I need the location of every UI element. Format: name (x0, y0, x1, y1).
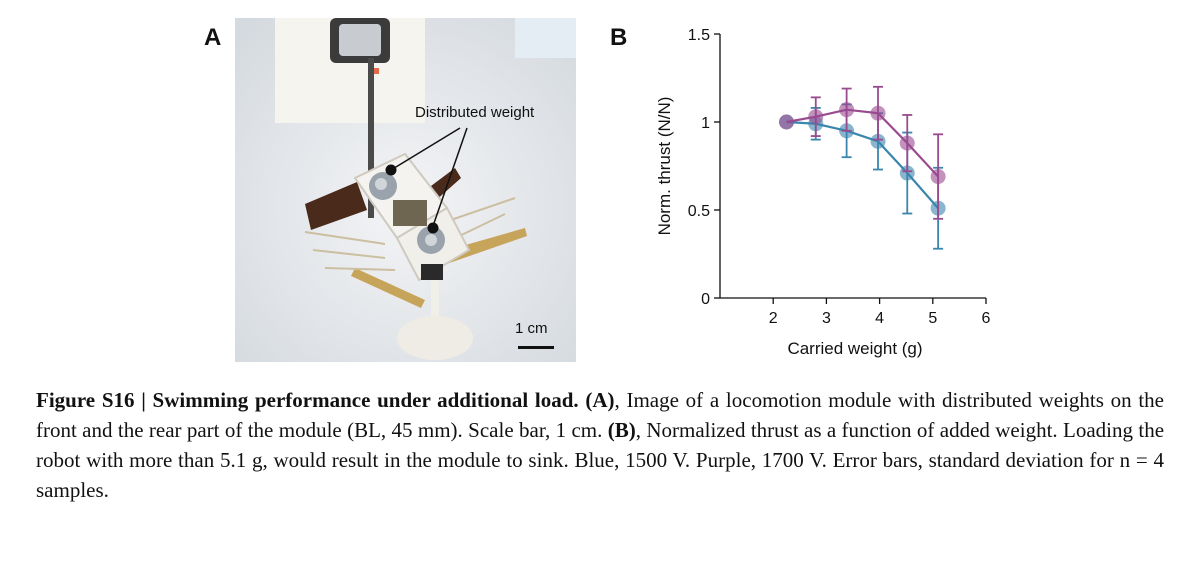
series-1-point (870, 133, 886, 149)
x-tick-label: 3 (822, 310, 831, 327)
figure-caption: Figure S16 | Swimming performance under … (36, 385, 1164, 505)
series-2-point (779, 114, 794, 130)
series-2-point (899, 135, 915, 151)
y-tick-label: 0.5 (688, 203, 710, 220)
caption-b-text: , Normalized thrust as a function of add… (36, 418, 1165, 502)
series-2-point (930, 169, 946, 185)
caption-a-tag: (A) (585, 388, 615, 412)
thrust-chart-svg: 0 0.5 1 1.5 2 3 4 5 6 Carried weight (g) Norm. thr… (655, 27, 991, 358)
x-tick-label: 4 (875, 310, 884, 327)
caption-a-text: , Image of a locomotion module with dist… (36, 388, 1164, 442)
series-2-point (839, 102, 855, 118)
panel-letter-b: B (610, 24, 628, 51)
x-tick-label: 6 (982, 310, 991, 327)
scale-bar-label: 1 cm (515, 320, 548, 337)
series-2-point (870, 105, 886, 121)
x-tick-label: 2 (769, 310, 778, 327)
thrust-chart: 0 0.5 1 1.5 2 3 4 5 6 Carried weight (g) Norm. thr… (640, 18, 1000, 370)
panel-letter-a: A (204, 24, 222, 51)
caption-b-tag: (B) (607, 418, 636, 442)
y-tick-label: 1 (701, 115, 710, 132)
series-2-point (808, 109, 824, 125)
series-1-line (786, 120, 939, 209)
y-axis-label: Norm. thrust (N/N) (655, 97, 674, 236)
y-tick-label: 0 (701, 291, 710, 308)
robot-photo-illustration (235, 18, 576, 362)
series-1-point (899, 165, 915, 181)
y-tick-label: 1.5 (688, 27, 710, 44)
caption-heading: Figure S16 | Swimming performance under … (36, 388, 579, 412)
x-axis-label: Carried weight (g) (787, 339, 922, 358)
x-tick-label: 5 (928, 310, 937, 327)
robot-photo: Distributed weight 1 cm (235, 18, 576, 362)
distributed-weight-label: Distributed weight (415, 104, 535, 121)
